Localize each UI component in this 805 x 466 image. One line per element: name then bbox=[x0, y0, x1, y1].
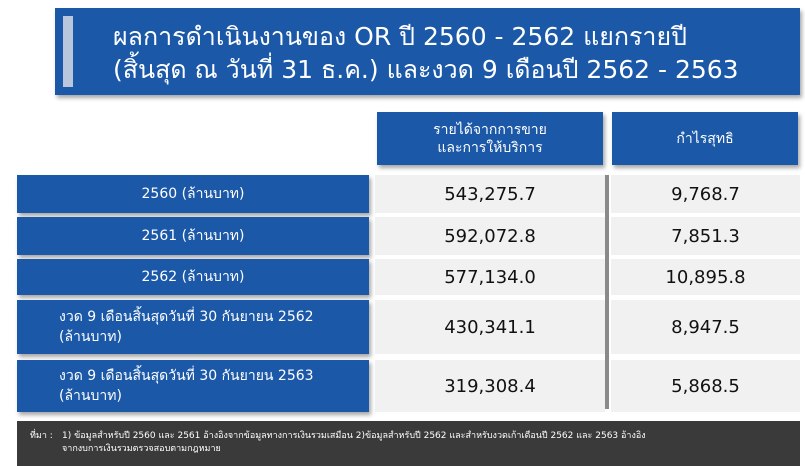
row-label: 2561 (ล้านบาท) bbox=[17, 217, 369, 255]
banner-accent-bar bbox=[63, 16, 73, 87]
revenue-cell: 543,275.7 bbox=[375, 175, 605, 213]
footer-line-1: 1) ข้อมูลสำหรับปี 2560 และ 2561 อ้างอิงจ… bbox=[62, 431, 646, 441]
profit-cell: 8,947.5 bbox=[611, 300, 800, 354]
revenue-header-line-1: รายได้จากการขาย bbox=[433, 121, 547, 138]
column-header-revenue: รายได้จากการขาย และการให้บริการ bbox=[377, 112, 603, 165]
title-line-2: (สิ้นสุด ณ วันที่ 31 ธ.ค.) และงวด 9 เดือ… bbox=[113, 55, 739, 84]
row-label: งวด 9 เดือนสิ้นสุดวันที่ 30 กันยายน 2562… bbox=[17, 300, 369, 354]
column-divider bbox=[605, 175, 609, 409]
title-line-1: ผลการดำเนินงานของ OR ปี 2560 - 2562 แยกร… bbox=[113, 22, 687, 51]
revenue-cell: 592,072.8 bbox=[375, 217, 605, 255]
revenue-cell: 319,308.4 bbox=[375, 360, 605, 412]
row-label: 2560 (ล้านบาท) bbox=[17, 175, 369, 213]
row-label: 2562 (ล้านบาท) bbox=[17, 259, 369, 295]
profit-cell: 9,768.7 bbox=[611, 175, 800, 213]
table-row: งวด 9 เดือนสิ้นสุดวันที่ 30 กันยายน 2563… bbox=[17, 360, 800, 412]
row-label-line-1: 2562 (ล้านบาท) bbox=[141, 269, 245, 285]
row-label-line-2: (ล้านบาท) bbox=[59, 329, 122, 345]
table-row: 2562 (ล้านบาท) 577,134.0 10,895.8 bbox=[17, 259, 800, 295]
row-label: งวด 9 เดือนสิ้นสุดวันที่ 30 กันยายน 2563… bbox=[17, 360, 369, 412]
column-header-profit: กำไรสุทธิ bbox=[612, 112, 798, 165]
row-label-line-2: (ล้านบาท) bbox=[59, 388, 122, 404]
profit-header: กำไรสุทธิ bbox=[676, 130, 734, 147]
footer-label: ที่มา : bbox=[30, 431, 53, 441]
revenue-cell: 577,134.0 bbox=[375, 259, 605, 295]
row-label-line-1: 2561 (ล้านบาท) bbox=[141, 228, 245, 244]
row-label-line-1: งวด 9 เดือนสิ้นสุดวันที่ 30 กันยายน 2563 bbox=[59, 368, 314, 384]
row-label-line-1: 2560 (ล้านบาท) bbox=[141, 186, 245, 202]
table-row: 2560 (ล้านบาท) 543,275.7 9,768.7 bbox=[17, 175, 800, 213]
footer-note: 1) ข้อมูลสำหรับปี 2560 และ 2561 อ้างอิงจ… bbox=[62, 430, 792, 456]
footer-line-2: จากงบการเงินรวมตรวจสอบตามกฎหมาย bbox=[62, 444, 221, 454]
table-row: 2561 (ล้านบาท) 592,072.8 7,851.3 bbox=[17, 217, 800, 255]
profit-cell: 5,868.5 bbox=[611, 360, 800, 412]
profit-cell: 10,895.8 bbox=[611, 259, 800, 295]
source-footer: ที่มา : 1) ข้อมูลสำหรับปี 2560 และ 2561 … bbox=[17, 421, 800, 466]
profit-cell: 7,851.3 bbox=[611, 217, 800, 255]
title-banner: ผลการดำเนินงานของ OR ปี 2560 - 2562 แยกร… bbox=[55, 8, 800, 95]
page-title: ผลการดำเนินงานของ OR ปี 2560 - 2562 แยกร… bbox=[113, 20, 792, 86]
row-label-line-1: งวด 9 เดือนสิ้นสุดวันที่ 30 กันยายน 2562 bbox=[59, 309, 314, 325]
revenue-cell: 430,341.1 bbox=[375, 300, 605, 354]
table-row: งวด 9 เดือนสิ้นสุดวันที่ 30 กันยายน 2562… bbox=[17, 300, 800, 354]
revenue-header-line-2: และการให้บริการ bbox=[437, 139, 543, 156]
